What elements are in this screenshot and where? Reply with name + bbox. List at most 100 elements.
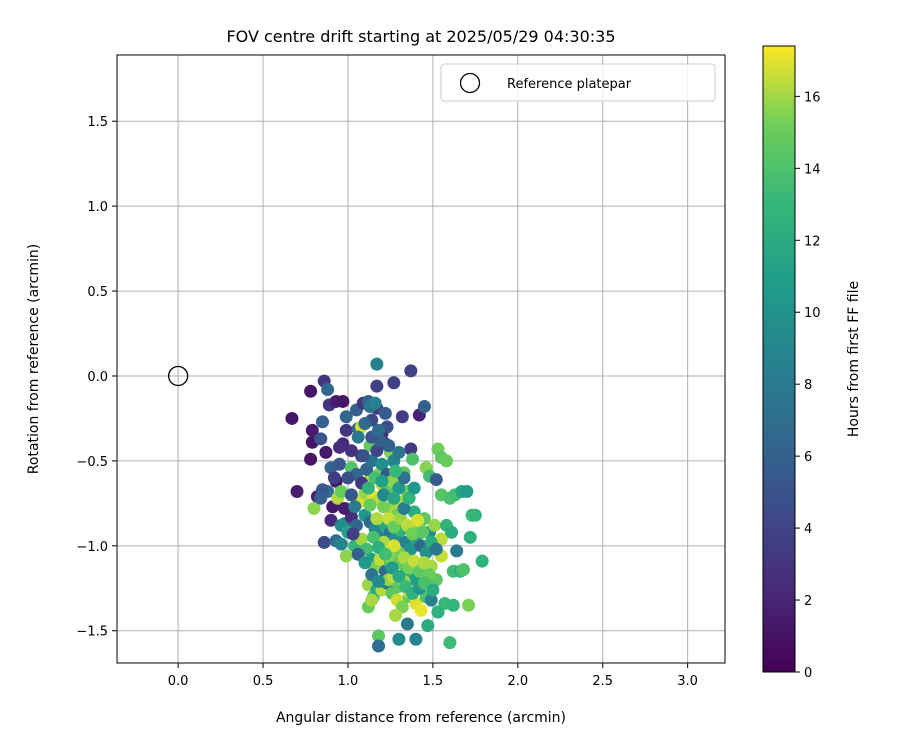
scatter-point [402,491,416,505]
scatter-point [392,632,406,646]
x-axis-ticks: 0.0 0.5 1.0 1.5 2.0 2.5 3.0 [168,663,698,689]
scatter-point [416,525,430,539]
scatter-point [358,556,372,570]
scatter-point [446,598,460,612]
y-tick-label: 1.0 [87,200,108,215]
scatter-point [414,603,428,617]
scatter-point [314,432,328,446]
legend-open-circle-marker [459,72,481,94]
scatter-point [462,598,476,612]
scatter-point [429,542,443,556]
colorbar-ticks: 0 2 4 6 8 10 12 14 16 [795,90,821,681]
legend-entry-reference-platepar: Reference platepar [507,77,632,92]
scatter-point [429,473,443,487]
x-tick-label: 2.0 [507,674,528,689]
scatter-point [368,396,382,410]
scatter-point [404,442,418,456]
plot-frame [116,54,726,664]
chart-title: FOV centre drift starting at 2025/05/29 … [226,27,615,46]
colorbar-tick-label: 12 [804,234,821,249]
scatter-point [460,484,474,498]
scatter-point [419,546,433,560]
colorbar-tick-label: 10 [804,306,821,321]
scatter-point [377,500,391,514]
x-tick-label: 2.5 [592,674,613,689]
scatter-point [370,444,384,458]
scatter-point [348,500,362,514]
colorbar-tick-label: 4 [804,522,812,537]
scatter-point [407,554,421,568]
x-axis-label: Angular distance from reference (arcmin) [276,710,566,726]
scatter-point [404,364,418,378]
scatter-point [377,488,391,502]
data-points [285,357,489,653]
scatter-point [450,544,464,558]
colorbar-gradient [762,45,796,673]
scatter-point [370,379,384,393]
legend-box [440,63,716,102]
scatter-point [417,400,431,414]
scatter-point [319,445,333,459]
scatter-point [409,632,423,646]
scatter-point [351,430,365,444]
scatter-point [358,417,372,431]
scatter-point [365,593,379,607]
scatter-point [375,474,389,488]
colorbar-tick-label: 8 [804,378,812,393]
reference-marker [167,365,189,387]
scatter-point [372,423,386,437]
scatter-point [443,636,457,650]
scatter-point [378,406,392,420]
scatter-point [417,556,431,570]
scatter-point [463,530,477,544]
scatter-point [397,501,411,515]
scatter-point [392,569,406,583]
scatter-point [397,551,411,565]
y-axis-ticks: −1.5 −1.0 −0.5 0.0 0.5 1.0 1.5 [76,115,117,640]
scatter-point [395,410,409,424]
scatter-point [387,539,401,553]
scatter-point [305,423,319,437]
scatter-point [304,452,318,466]
scatter-point [428,518,442,532]
y-tick-label: 1.5 [87,115,108,130]
scatter-point [387,376,401,390]
colorbar-tick-label: 16 [804,90,821,105]
colorbar: 0 2 4 6 8 10 12 14 16 Hours from first FF file [762,45,862,681]
scatter-point [387,491,401,505]
scatter-point [406,452,420,466]
scatter-point [431,605,445,619]
scatter-point [304,384,318,398]
y-tick-label: 0.0 [87,370,108,385]
scatter-point [307,501,321,515]
scatter-point [285,411,299,425]
scatter-point [372,629,386,643]
scatter-point [392,445,406,459]
scatter-point [400,617,414,631]
colorbar-tick-label: 0 [804,666,812,681]
x-tick-label: 1.0 [338,674,359,689]
scatter-point [334,537,348,551]
scatter-point [324,513,338,527]
scatter-point [314,491,328,505]
scatter-point [370,357,384,371]
scatter-point [290,484,304,498]
scatter-point [378,547,392,561]
y-tick-label: 0.5 [87,285,108,300]
colorbar-label: Hours from first FF file [846,281,862,437]
scatter-point [341,471,355,485]
scatter-point [456,563,470,577]
scatter-point [392,481,406,495]
scatter-point [407,481,421,495]
scatter-point [389,464,403,478]
grid-lines [117,55,725,663]
scatter-point [475,554,489,568]
y-tick-label: −1.0 [76,540,108,555]
scatter-point [445,525,459,539]
scatter-point [339,410,353,424]
scatter-point [421,619,435,633]
scatter-point [411,513,425,527]
y-axis-label: Rotation from reference (arcmin) [26,244,42,474]
scatter-point [334,484,348,498]
